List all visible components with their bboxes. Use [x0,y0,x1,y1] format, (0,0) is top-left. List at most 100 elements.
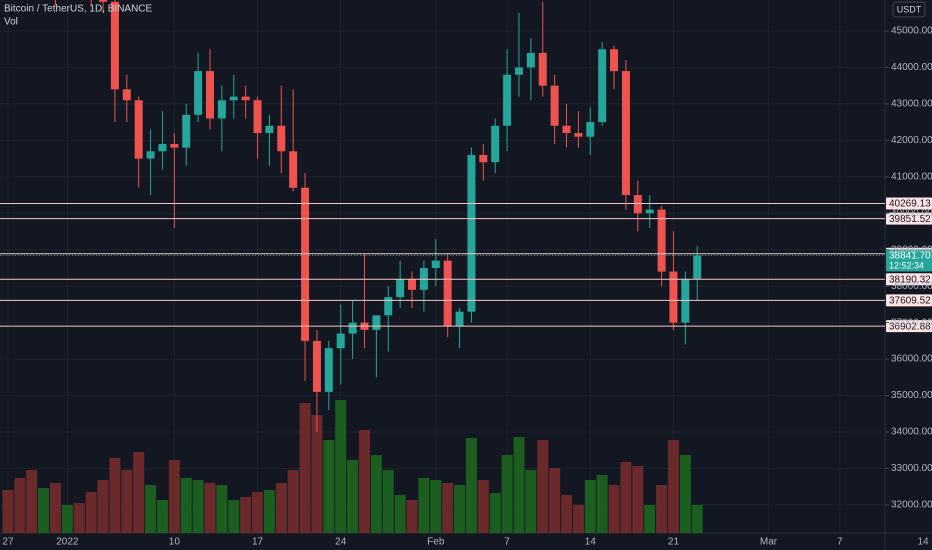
candle-body [443,260,452,327]
volume-bar [489,493,501,533]
candle-body [324,348,333,392]
level-label-box [886,212,932,225]
y-tick-label: 36000.00 [891,354,932,365]
candle-body [503,74,512,126]
volume-pane [2,400,703,533]
level-label-box [886,294,932,307]
level-label: 39851.52 [889,214,931,225]
volume-bar [145,485,157,533]
volume-bar [620,462,632,533]
volume-bar [501,455,513,533]
y-tick-label: 43000.00 [891,99,932,110]
candle-body [491,125,500,163]
volume-bar [406,500,418,533]
x-tick-label: 14 [585,537,597,548]
candle-body [574,133,583,137]
candle-body [194,71,203,115]
currency[interactable]: USDT [897,4,922,14]
last-price-box [886,249,932,272]
volume-bar [97,480,109,533]
volume-bar [299,403,311,533]
candle-body [312,340,321,392]
y-tick-label: 41000.00 [891,171,932,182]
levels: 40269.1339851.5238890.9238190.3237609.52… [0,197,932,332]
y-tick-label: 39000.00 [891,244,932,255]
candle-body [277,125,286,152]
volume-bar [347,460,359,533]
candle-body [669,271,678,323]
level-label: 38190.32 [889,274,931,285]
volume-bar [121,470,133,533]
candle-body [182,114,191,148]
volume-bar [584,480,596,533]
candle-body [229,96,238,101]
candle-body [621,71,630,196]
candle-body [514,67,523,75]
candle-body [372,315,381,330]
volume-bar [204,483,216,533]
candle-body [289,151,298,188]
volume-bar [656,485,668,533]
volume-bar [442,483,454,533]
x-tick-label: 27 [2,537,14,548]
volume-bar [608,485,620,533]
volume-bar [691,505,703,533]
candle-body [550,85,559,126]
volume-bar [525,470,537,533]
volume-bar [335,400,347,533]
x-tick-label: 17 [252,537,264,548]
volume-bar [537,440,549,533]
candle-body [598,49,607,123]
volume-bar [180,478,192,533]
volume-bar [263,490,275,533]
volume-bar [252,492,264,533]
candle-body [657,209,666,272]
countdown: 12:52:34 [889,260,924,270]
volume-bar [49,483,61,533]
candle-body [253,100,262,134]
candle-body [241,96,250,101]
level-label-box [886,320,932,333]
volume-label: Vol [4,17,18,28]
volume-bar [465,438,477,533]
volume-bar [38,488,50,533]
y-tick-label: 44000.00 [891,62,932,73]
volume-bar [311,415,323,533]
volume-bar [275,483,287,533]
volume-bar [85,492,97,533]
x-tick-label: 21 [668,537,680,548]
candle-body [217,100,226,119]
volume-bar [572,505,584,533]
candle-body [348,322,357,334]
axes: 45000.00 44000.00 43000.00 42000.00 41000.00… [2,26,932,548]
volume-bar [109,458,121,533]
volume-bar [418,478,430,533]
x-tick-label: 14 [917,537,929,548]
y-tick-label: 35000.00 [891,390,932,401]
y-tick-label: 37000.00 [891,317,932,328]
volume-bar [382,470,394,533]
y-tick-label: 42000.00 [891,135,932,146]
volume-bar [561,495,573,533]
level-label-box [886,273,932,286]
candle-body [110,1,119,90]
volume-bar [287,470,299,533]
volume-bar [644,505,656,533]
candles [54,0,702,433]
volume-bar [26,470,38,533]
volume-bar [477,480,489,533]
volume-bar [73,503,85,533]
volume-bar [228,500,240,533]
candle-body [479,154,488,163]
currency-button[interactable] [892,1,926,18]
volume-bar [2,490,14,533]
volume-bar [358,430,370,533]
volume-bar [61,505,73,533]
volume-bar [216,485,228,533]
x-tick-label: Mar [760,537,778,548]
volume-bar [679,455,691,533]
volume-bar [14,478,26,533]
y-tick-label: 38000.00 [891,281,932,292]
chart-title: Bitcoin / TetherUS, 1D, BINANCE [4,4,153,15]
